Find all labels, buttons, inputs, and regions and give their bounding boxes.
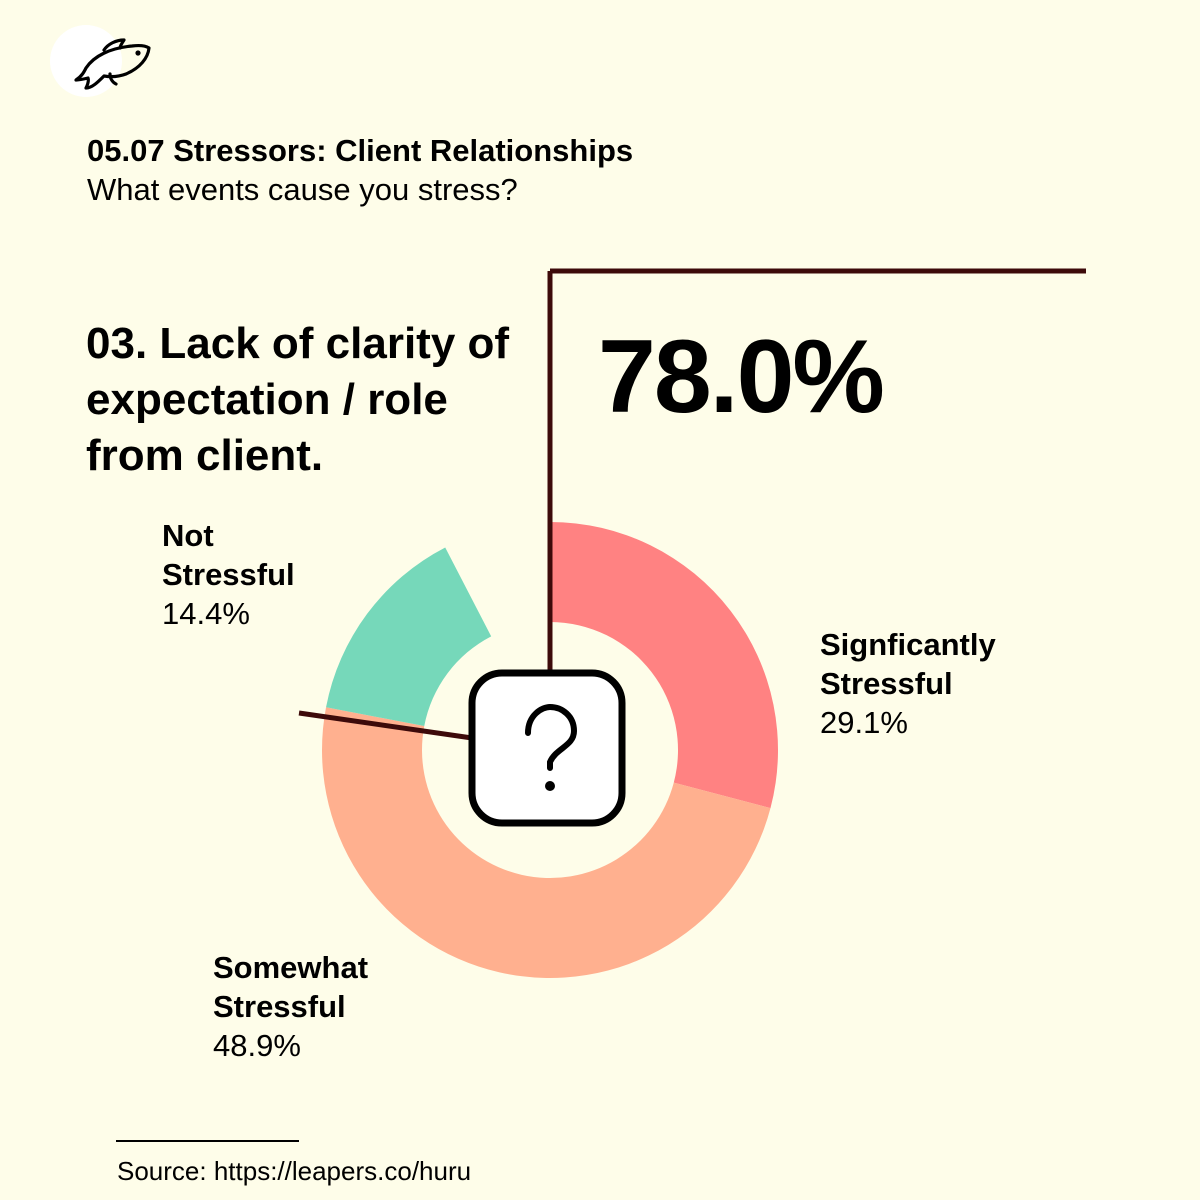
section-title: 05.07 Stressors: Client Relationships — [87, 133, 634, 168]
slice-not-stressful — [326, 547, 492, 727]
label-name: Somewhat Stressful — [213, 950, 369, 1024]
label-value: 14.4% — [162, 596, 250, 631]
label-name: Signficantly Stressful — [820, 627, 996, 701]
question-title: 03. Lack of clarity of expectation / rol… — [86, 319, 510, 480]
label-significantly-stressful: Signficantly Stressful 29.1% — [820, 625, 996, 742]
label-value: 48.9% — [213, 1028, 301, 1063]
not-stressful-pointer — [298, 710, 473, 741]
label-name: Not Stressful — [162, 518, 295, 592]
fish-icon — [74, 38, 151, 90]
label-value: 29.1% — [820, 705, 908, 740]
source-divider — [116, 1140, 299, 1142]
label-somewhat-stressful: Somewhat Stressful 48.9% — [213, 948, 368, 1065]
source-citation: Source: https://leapers.co/huru — [117, 1156, 472, 1186]
slice-significantly-stressful — [550, 522, 778, 809]
question-mark-icon — [468, 669, 626, 827]
label-not-stressful: Not Stressful 14.4% — [162, 516, 295, 633]
section-subtitle: What events cause you stress? — [87, 172, 518, 207]
highlight-percentage: 78.0% — [598, 319, 885, 435]
slice-somewhat-stressful — [322, 707, 771, 978]
